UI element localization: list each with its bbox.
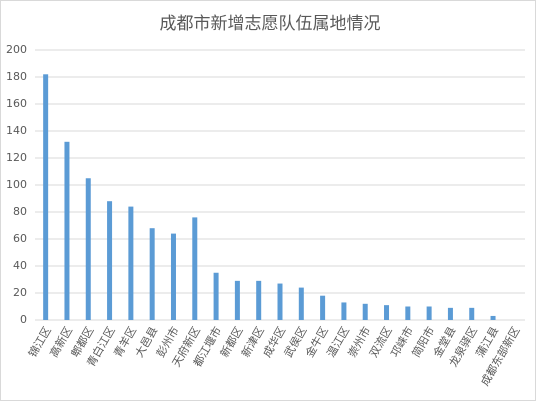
- y-tick-label: 20: [13, 286, 27, 299]
- bar: [384, 305, 390, 320]
- bar: [170, 233, 176, 320]
- bar: [128, 206, 134, 320]
- y-tick-label: 100: [6, 178, 27, 191]
- y-tick-label: 60: [13, 232, 27, 245]
- bar: [447, 307, 453, 320]
- y-tick-label: 180: [6, 70, 27, 83]
- bar: [341, 302, 347, 320]
- bar: [149, 228, 155, 320]
- bar: [43, 74, 49, 320]
- chart-title: 成都市新增志愿队伍属地情况: [160, 14, 381, 34]
- bar: [362, 303, 368, 320]
- y-tick-label: 40: [13, 259, 27, 272]
- y-tick-label: 140: [6, 124, 27, 137]
- bar: [192, 217, 198, 320]
- bar: [234, 280, 240, 320]
- bar: [107, 201, 113, 320]
- bar: [426, 306, 432, 320]
- bar: [64, 141, 70, 320]
- bar: [490, 315, 496, 320]
- bar: [256, 280, 262, 320]
- bar: [277, 283, 283, 320]
- y-tick-label: 120: [6, 151, 27, 164]
- bar: [213, 272, 219, 320]
- y-tick-label: 200: [6, 43, 27, 56]
- bar: [469, 307, 475, 320]
- bar: [320, 295, 326, 320]
- y-tick-label: 0: [20, 313, 27, 326]
- y-tick-label: 160: [6, 97, 27, 110]
- bar: [405, 306, 411, 320]
- bar: [85, 178, 91, 320]
- y-tick-label: 80: [13, 205, 27, 218]
- bar: [298, 287, 304, 320]
